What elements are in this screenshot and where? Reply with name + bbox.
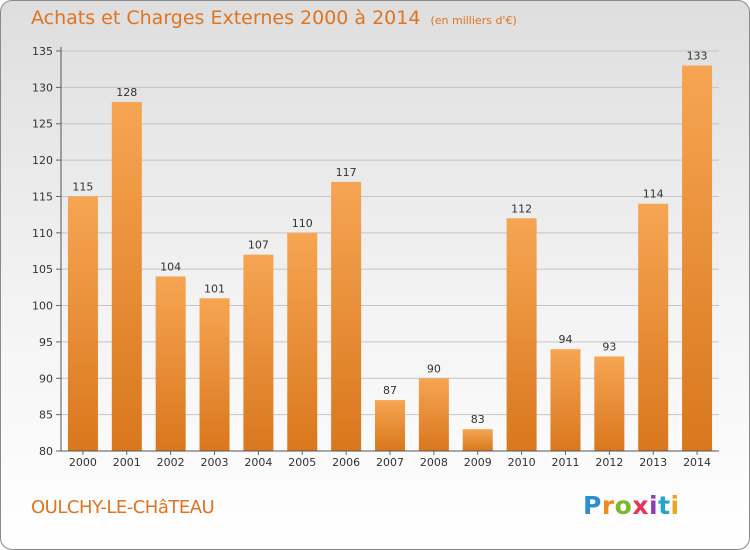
data-label: 93 (602, 340, 616, 353)
y-tick-label: 130 (32, 81, 53, 94)
brand-letter: o (614, 491, 633, 520)
data-label: 90 (427, 362, 441, 375)
x-tick-label: 2005 (288, 456, 316, 469)
chart-subtitle: (en milliers d'€) (430, 14, 517, 27)
x-tick-label: 2012 (595, 456, 623, 469)
x-tick-label: 2011 (551, 456, 579, 469)
y-tick-label: 135 (32, 45, 53, 58)
data-label: 107 (248, 239, 269, 252)
x-tick-label: 2003 (201, 456, 229, 469)
bar-2007 (375, 400, 405, 451)
data-label: 117 (336, 166, 357, 179)
data-label: 101 (204, 282, 225, 295)
x-tick-label: 2002 (157, 456, 185, 469)
data-label: 104 (160, 260, 181, 273)
bar-2001 (111, 101, 142, 451)
x-tick-label: 2014 (683, 456, 711, 469)
y-tick-label: 110 (32, 227, 53, 240)
bars (67, 65, 713, 451)
y-tick-label: 85 (39, 409, 53, 422)
data-label: 114 (643, 188, 664, 201)
x-tick-label: 2009 (464, 456, 492, 469)
brand-letter: t (658, 491, 671, 520)
y-tick-label: 125 (32, 118, 53, 131)
bar-2009 (462, 429, 493, 451)
brand-letter: x (632, 491, 649, 520)
brand-letter: i (649, 491, 659, 520)
y-tick-label: 95 (39, 336, 53, 349)
bar-2008 (418, 378, 449, 451)
bar-2000 (67, 196, 98, 451)
location-name: OULCHY-LE-CHâTEAU (31, 497, 215, 518)
x-tick-label: 2001 (113, 456, 141, 469)
y-tick-label: 90 (39, 372, 53, 385)
x-tick-label: 2007 (376, 456, 404, 469)
y-tick-label: 115 (32, 190, 53, 203)
data-label: 94 (558, 333, 572, 346)
title-row: Achats et Charges Externes 2000 à 2014 (e… (31, 7, 517, 29)
y-tick-label: 80 (39, 445, 53, 458)
brand-letter: r (601, 491, 615, 520)
data-label: 128 (116, 86, 137, 99)
data-label: 112 (511, 202, 532, 215)
data-label: 115 (72, 180, 93, 193)
data-label: 110 (292, 217, 313, 230)
x-tick-label: 2010 (508, 456, 536, 469)
bar-2012 (594, 356, 625, 451)
y-tick-label: 100 (32, 300, 53, 313)
data-label: 83 (471, 413, 485, 426)
labels: 80 85 90 95 100 105 110 115 120 125 130 135 115 2000 1… (32, 45, 711, 469)
bar-2002 (155, 276, 186, 451)
bar-2011 (550, 349, 581, 451)
bar-2010 (506, 218, 537, 451)
chart-title: Achats et Charges Externes 2000 à 2014 (31, 7, 421, 29)
data-label: 87 (383, 384, 397, 397)
bar-2005 (287, 232, 318, 451)
bar-2013 (638, 203, 669, 451)
x-tick-label: 2006 (332, 456, 360, 469)
bar-2014 (682, 65, 713, 451)
y-tick-label: 105 (32, 263, 53, 276)
bar-2003 (199, 298, 230, 451)
y-tick-label: 120 (32, 154, 53, 167)
bar-2006 (331, 181, 362, 451)
data-label: 133 (687, 50, 708, 63)
brand-letter: P (583, 491, 602, 520)
brand-letter: i (670, 491, 680, 520)
x-tick-label: 2013 (639, 456, 667, 469)
bar-2004 (243, 254, 274, 451)
x-tick-label: 2004 (244, 456, 272, 469)
brand-logo: Proxiti (583, 491, 680, 520)
axes (56, 47, 719, 455)
x-tick-label: 2008 (420, 456, 448, 469)
x-tick-label: 2000 (69, 456, 97, 469)
